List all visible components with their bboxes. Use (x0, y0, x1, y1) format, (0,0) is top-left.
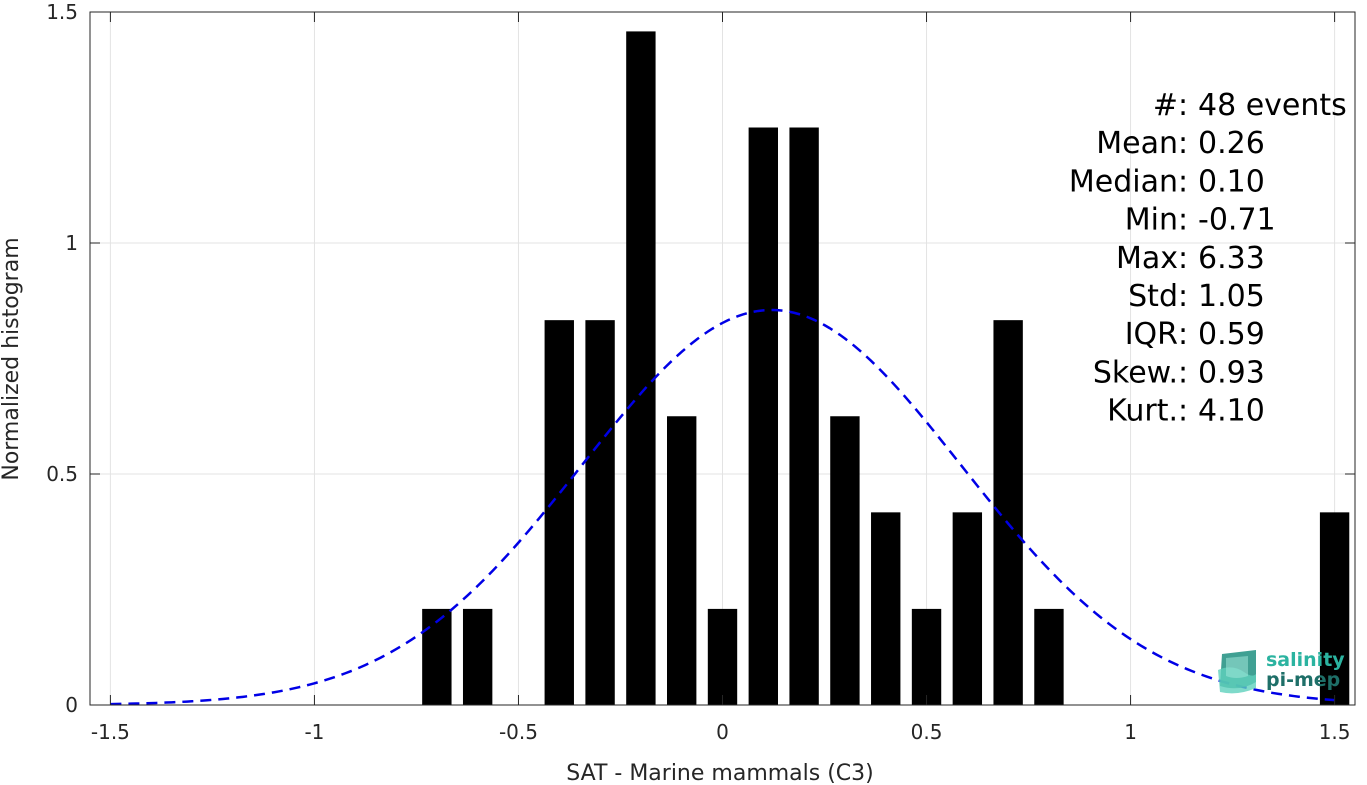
stat-value: -0.71 (1198, 203, 1276, 238)
stat-label: Max (1116, 241, 1178, 276)
stat-colon: : (1178, 126, 1188, 161)
stat-value: 0.10 (1198, 164, 1265, 199)
histogram-bar (748, 127, 778, 705)
histogram-bar (911, 608, 942, 705)
stat-label: # (1153, 88, 1178, 123)
histogram-bar (707, 608, 738, 705)
stat-value: 4.10 (1198, 394, 1265, 429)
stat-value: 1.05 (1198, 279, 1265, 314)
salinity-pi-mep-logo: salinity pi-mep (1218, 649, 1345, 694)
stat-colon: : (1178, 317, 1188, 352)
stat-colon: : (1178, 203, 1188, 238)
histogram-bar (585, 320, 615, 705)
tick-labels: -1.5 -1 -0.5 0 0.5 1 1.5 0 0.5 1 1.5 (46, 0, 1350, 744)
histogram-bar (830, 416, 860, 705)
histogram-bar (952, 512, 983, 705)
histogram-bar (1034, 608, 1064, 705)
histogram-bar (422, 608, 452, 705)
y-axis-label: Normalized histogram (0, 237, 24, 480)
y-tick-label: 1 (65, 231, 78, 255)
stat-colon: : (1178, 241, 1188, 276)
stat-colon: : (1178, 394, 1188, 429)
stat-colon: : (1178, 164, 1188, 199)
axes (89, 11, 1356, 706)
histogram-bar (544, 320, 574, 705)
histogram-bar (462, 608, 493, 705)
stat-colon: : (1178, 355, 1188, 390)
stat-colon: : (1178, 279, 1188, 314)
logo-text-salinity: salinity (1266, 649, 1345, 671)
stat-value: 6.33 (1198, 241, 1265, 276)
gaussian-fit-curve (110, 308, 1335, 706)
stat-label: Kurt. (1107, 394, 1178, 429)
stat-label: Skew. (1093, 355, 1178, 390)
x-tick-label: 0.5 (911, 720, 943, 744)
x-tick-label: -1 (304, 720, 324, 744)
stat-value: 0.26 (1198, 126, 1265, 161)
stat-label: Std (1128, 279, 1178, 314)
histogram-bar (1319, 512, 1350, 705)
stat-label: IQR (1125, 317, 1178, 352)
x-tick-label: -1.5 (91, 720, 130, 744)
stat-label: Mean (1096, 126, 1178, 161)
stat-value: 0.59 (1198, 317, 1265, 352)
stat-label: Median (1069, 164, 1178, 199)
y-tick-label: 1.5 (46, 0, 78, 24)
logo-mark-icon (1218, 650, 1256, 694)
y-tick-label: 0.5 (46, 462, 78, 486)
x-axis-label: SAT - Marine mammals (C3) (566, 761, 874, 785)
histogram-bar (626, 31, 656, 706)
stat-value: 48 events (1198, 88, 1347, 123)
histogram-bar (667, 416, 697, 705)
y-tick-label: 0 (65, 693, 78, 717)
stat-label: Min (1125, 203, 1178, 238)
x-tick-label: 0 (716, 720, 729, 744)
x-tick-label: 1.5 (1319, 720, 1351, 744)
stat-value: 0.93 (1198, 355, 1265, 390)
fit-curve-layer (110, 308, 1335, 706)
x-tick-label: -0.5 (499, 720, 538, 744)
logo-text-pi-mep: pi-mep (1266, 669, 1340, 691)
histogram-bar (789, 127, 819, 705)
stat-colon: : (1178, 88, 1188, 123)
x-tick-label: 1 (1124, 720, 1137, 744)
histogram-bar (871, 512, 901, 705)
